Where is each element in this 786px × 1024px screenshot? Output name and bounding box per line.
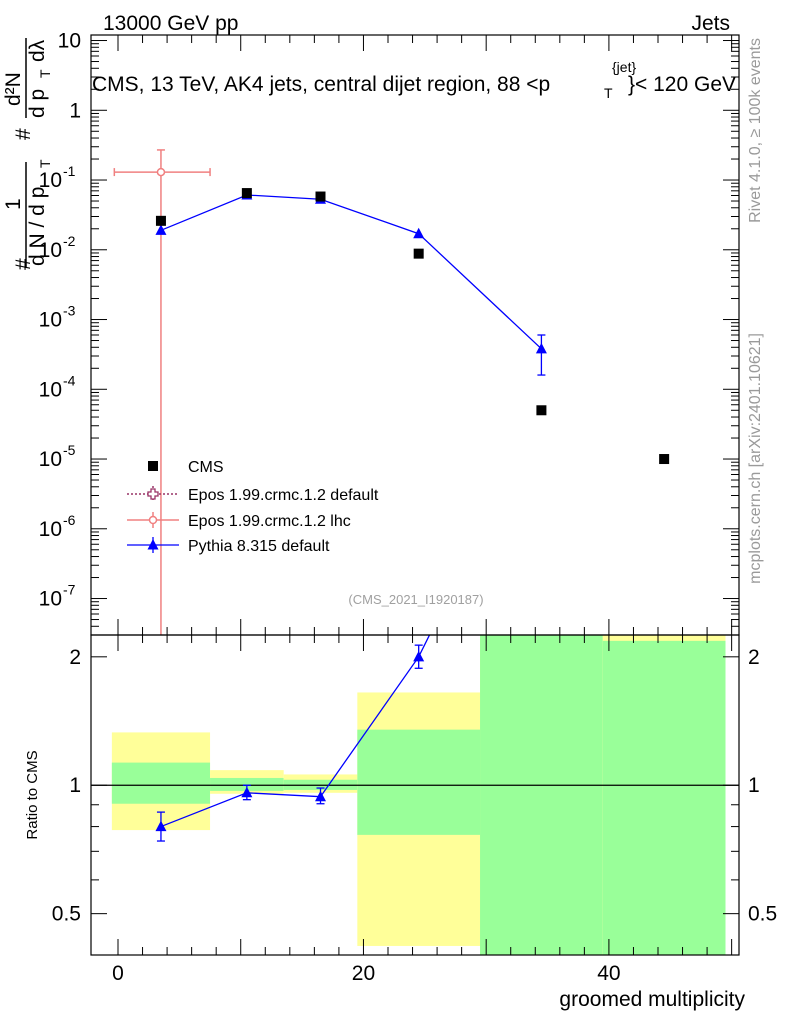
plot-title-text: CMS, 13 TeV, AK4 jets, central dijet reg… [92,73,550,96]
y-label-dpt-sub: T [37,69,53,78]
plot-title-prefix: CMS, 13 TeV, AK4 jets, central dijet reg… [92,73,550,96]
main-ytick-label-1: 1 [69,99,81,122]
xtick-label-2: 40 [597,962,620,985]
pythia-main-line [160,194,542,350]
pythia-main-point-3 [413,227,425,239]
main-ytick-exp-7: -6 [63,512,76,528]
xtick-label-0: 0 [112,962,124,985]
y-label-one: 1 [2,198,25,210]
ratio-y-axis-label: Ratio to CMS [24,750,41,839]
main-plot-content [113,149,670,635]
legend-marker-epos-lhc [148,515,158,525]
cms-point-0 [155,215,166,226]
pythia-ratio-point-3 [413,650,425,662]
plot-title-suffix: }< 120 GeV [628,73,736,96]
main-ytick-label-8: 10 [39,588,62,611]
y-label-denominator-sub: T [37,159,53,168]
band-inner-0 [111,762,211,804]
main-ytick-exp-2: -1 [63,163,76,179]
band-inner-1 [210,777,284,791]
plot-title-sub: T [604,85,613,101]
legend-label-epos_default: Epos 1.99.crmc.1.2 default [188,487,379,504]
ratio-ytick-label-left-1: 1 [69,774,81,797]
ratio-ytick-label-right-0: 0.5 [748,903,777,926]
legend-marker-pythia [147,539,159,550]
ratio-ytick-label-right-1: 1 [748,774,760,797]
pythia-ratio-point-0 [155,820,167,832]
ratio-uncertainty-bands [91,635,739,955]
y-label-dpt: d p [26,89,49,118]
epos-lhc-point [156,167,166,177]
xtick-label-1: 20 [352,962,375,985]
main-ytick-label-3: 10 [39,239,62,262]
ratio-ytick-label-left-2: 2 [69,646,81,669]
main-ytick-label-7: 10 [39,518,62,541]
legend-marker-cms [148,461,158,471]
cms-point-3 [413,248,424,259]
ratio-plot-frame [90,634,740,956]
y-label-hash-1: # [12,258,35,270]
y-label-denominator: d N / d p [26,187,49,266]
legend-marker-epos-default [147,488,159,500]
main-ytick-label-6: 10 [39,448,62,471]
header-left: 13000 GeV pp [103,12,238,35]
mcplots-label: mcplots.cern.ch [arXiv:2401.10621] [747,333,764,584]
ratio-plot-content [155,635,431,842]
legend-label-epos_lhc: Epos 1.99.crmc.1.2 lhc [188,513,351,530]
pythia-ratio-point-2 [315,790,326,802]
band-inner-3 [357,729,481,835]
y-label-hash-2: # [12,128,35,140]
band-inner-4 [480,635,603,955]
plot-title-sup: {jet} [612,59,636,75]
main-ytick-label-0: 10 [58,30,81,53]
main-ytick-exp-5: -4 [63,372,76,388]
band-inner-5 [602,640,726,955]
legend-label-pythia: Pythia 8.315 default [188,538,330,555]
legend-label-cms: CMS [188,459,224,476]
cms-point-2 [315,191,326,202]
cms-point-1 [241,188,252,199]
pythia-main-point-0 [155,224,167,235]
y-label-d2n: d²N [2,72,25,106]
main-ytick-label-4: 10 [39,309,62,332]
y-label-dlambda: dλ [26,39,49,62]
ratio-clipped-group [155,635,431,842]
header-right: Jets [691,12,730,35]
main-ytick-exp-3: -2 [63,233,76,249]
ratio-ytick-label-left-0: 0.5 [52,903,81,926]
cms-point-5 [659,454,670,465]
pythia-main-point-4 [535,342,547,354]
pythia-ratio-point-1 [241,786,253,798]
ratio-ytick-label-right-2: 2 [748,646,760,669]
x-axis-label: groomed multiplicity [559,988,745,1011]
main-ytick-label-2: 10 [39,169,62,192]
main-ytick-exp-6: -5 [63,442,76,458]
cms-point-4 [536,405,547,416]
axis-ticks [91,35,739,956]
main-y-axis-label: # 1 d N / d p T # d²N d p T dλ [2,38,53,270]
watermark: (CMS_2021_I1920187) [348,592,483,607]
legend: CMS Epos 1.99.crmc.1.2 default Epos 1.99.c… [127,459,379,555]
main-ytick-exp-8: -7 [63,582,76,598]
main-ytick-label-5: 10 [39,378,62,401]
main-ytick-exp-4: -3 [63,303,76,319]
plot-title: CMS, 13 TeV, AK4 jets, central dijet reg… [92,59,736,101]
rivet-label: Rivet 4.1.0, ≥ 100k events [747,38,764,223]
